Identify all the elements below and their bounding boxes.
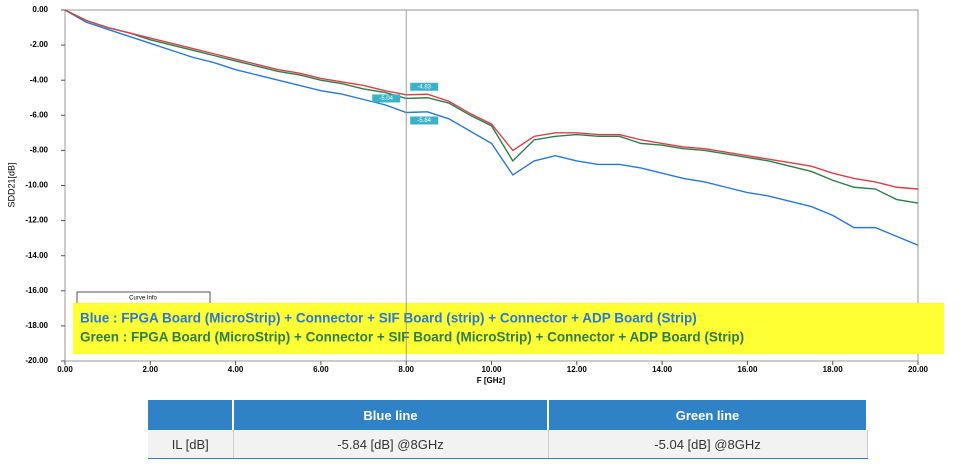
- marker-label: -4.83: [417, 84, 431, 90]
- y-tick-label: -2.00: [30, 40, 49, 49]
- marker-label: -5.84: [417, 118, 431, 124]
- x-tick-label: 10.00: [481, 365, 502, 374]
- cell: IL [dB]: [148, 430, 234, 459]
- chart: SDD21[dB] F [GHz] Curve Info Blue : FPGA…: [6, 5, 944, 385]
- marker-box: [410, 116, 439, 125]
- legend-entry: Blue : FPGA Board (MicroStrip) + Connect…: [80, 311, 697, 326]
- header-cell: Green line: [548, 400, 868, 430]
- y-tick-label: -10.00: [25, 181, 48, 190]
- row: IL [dB] -5.84 [dB] @8GHz -5.04 [dB] @8GH…: [148, 430, 868, 459]
- header-row: Blue line Green line: [148, 400, 868, 430]
- x-tick-label: 4.00: [228, 365, 244, 374]
- marker-box: [372, 94, 401, 103]
- curve-info: Curve Info: [129, 296, 157, 302]
- y-tick-label: -14.00: [25, 251, 48, 260]
- legend-entry: Green : FPGA Board (MicroStrip) + Connec…: [80, 330, 744, 345]
- series-line: [64, 9, 919, 190]
- x-tick-label: 8.00: [398, 365, 414, 374]
- x-tick-label: 14.00: [652, 365, 673, 374]
- cell: -5.04 [dB] @8GHz: [548, 430, 868, 459]
- x-tick-label: 0.00: [57, 365, 73, 374]
- y-tick-label: -8.00: [30, 146, 49, 155]
- table: Blue line Green line IL [dB] -5.84 [dB] …: [148, 400, 868, 459]
- marker-label: -5.04: [379, 96, 393, 102]
- x-tick-label: 2.00: [143, 365, 159, 374]
- y-tick-label: -4.00: [30, 75, 49, 84]
- legend-box: [73, 303, 944, 354]
- legend: Blue : FPGA Board (MicroStrip) + Connect…: [80, 311, 744, 345]
- x-tick-label: 18.00: [823, 365, 844, 374]
- y-axis-label: SDD21[dB]: [6, 162, 16, 207]
- x-tick-label: 12.00: [567, 365, 588, 374]
- cell: -5.84 [dB] @8GHz: [233, 430, 549, 459]
- series-line: [64, 9, 919, 204]
- x-tick-label: 16.00: [737, 365, 758, 374]
- y-tick-label: -18.00: [25, 321, 48, 330]
- x-tick-label: 6.00: [313, 365, 329, 374]
- series-line: [64, 9, 919, 246]
- y-tick-label: -6.00: [30, 110, 49, 119]
- header-cell: [148, 400, 234, 430]
- x-axis-label: F [GHz]: [477, 376, 506, 385]
- y-tick-label: -16.00: [25, 286, 48, 295]
- header-cell: Blue line: [233, 400, 549, 430]
- x-tick-label: 20.00: [908, 365, 929, 374]
- marker-box: [410, 82, 439, 91]
- y-tick-label: -20.00: [25, 356, 48, 365]
- y-tick-label: 0.00: [32, 5, 48, 14]
- y-tick-label: -12.00: [25, 216, 48, 225]
